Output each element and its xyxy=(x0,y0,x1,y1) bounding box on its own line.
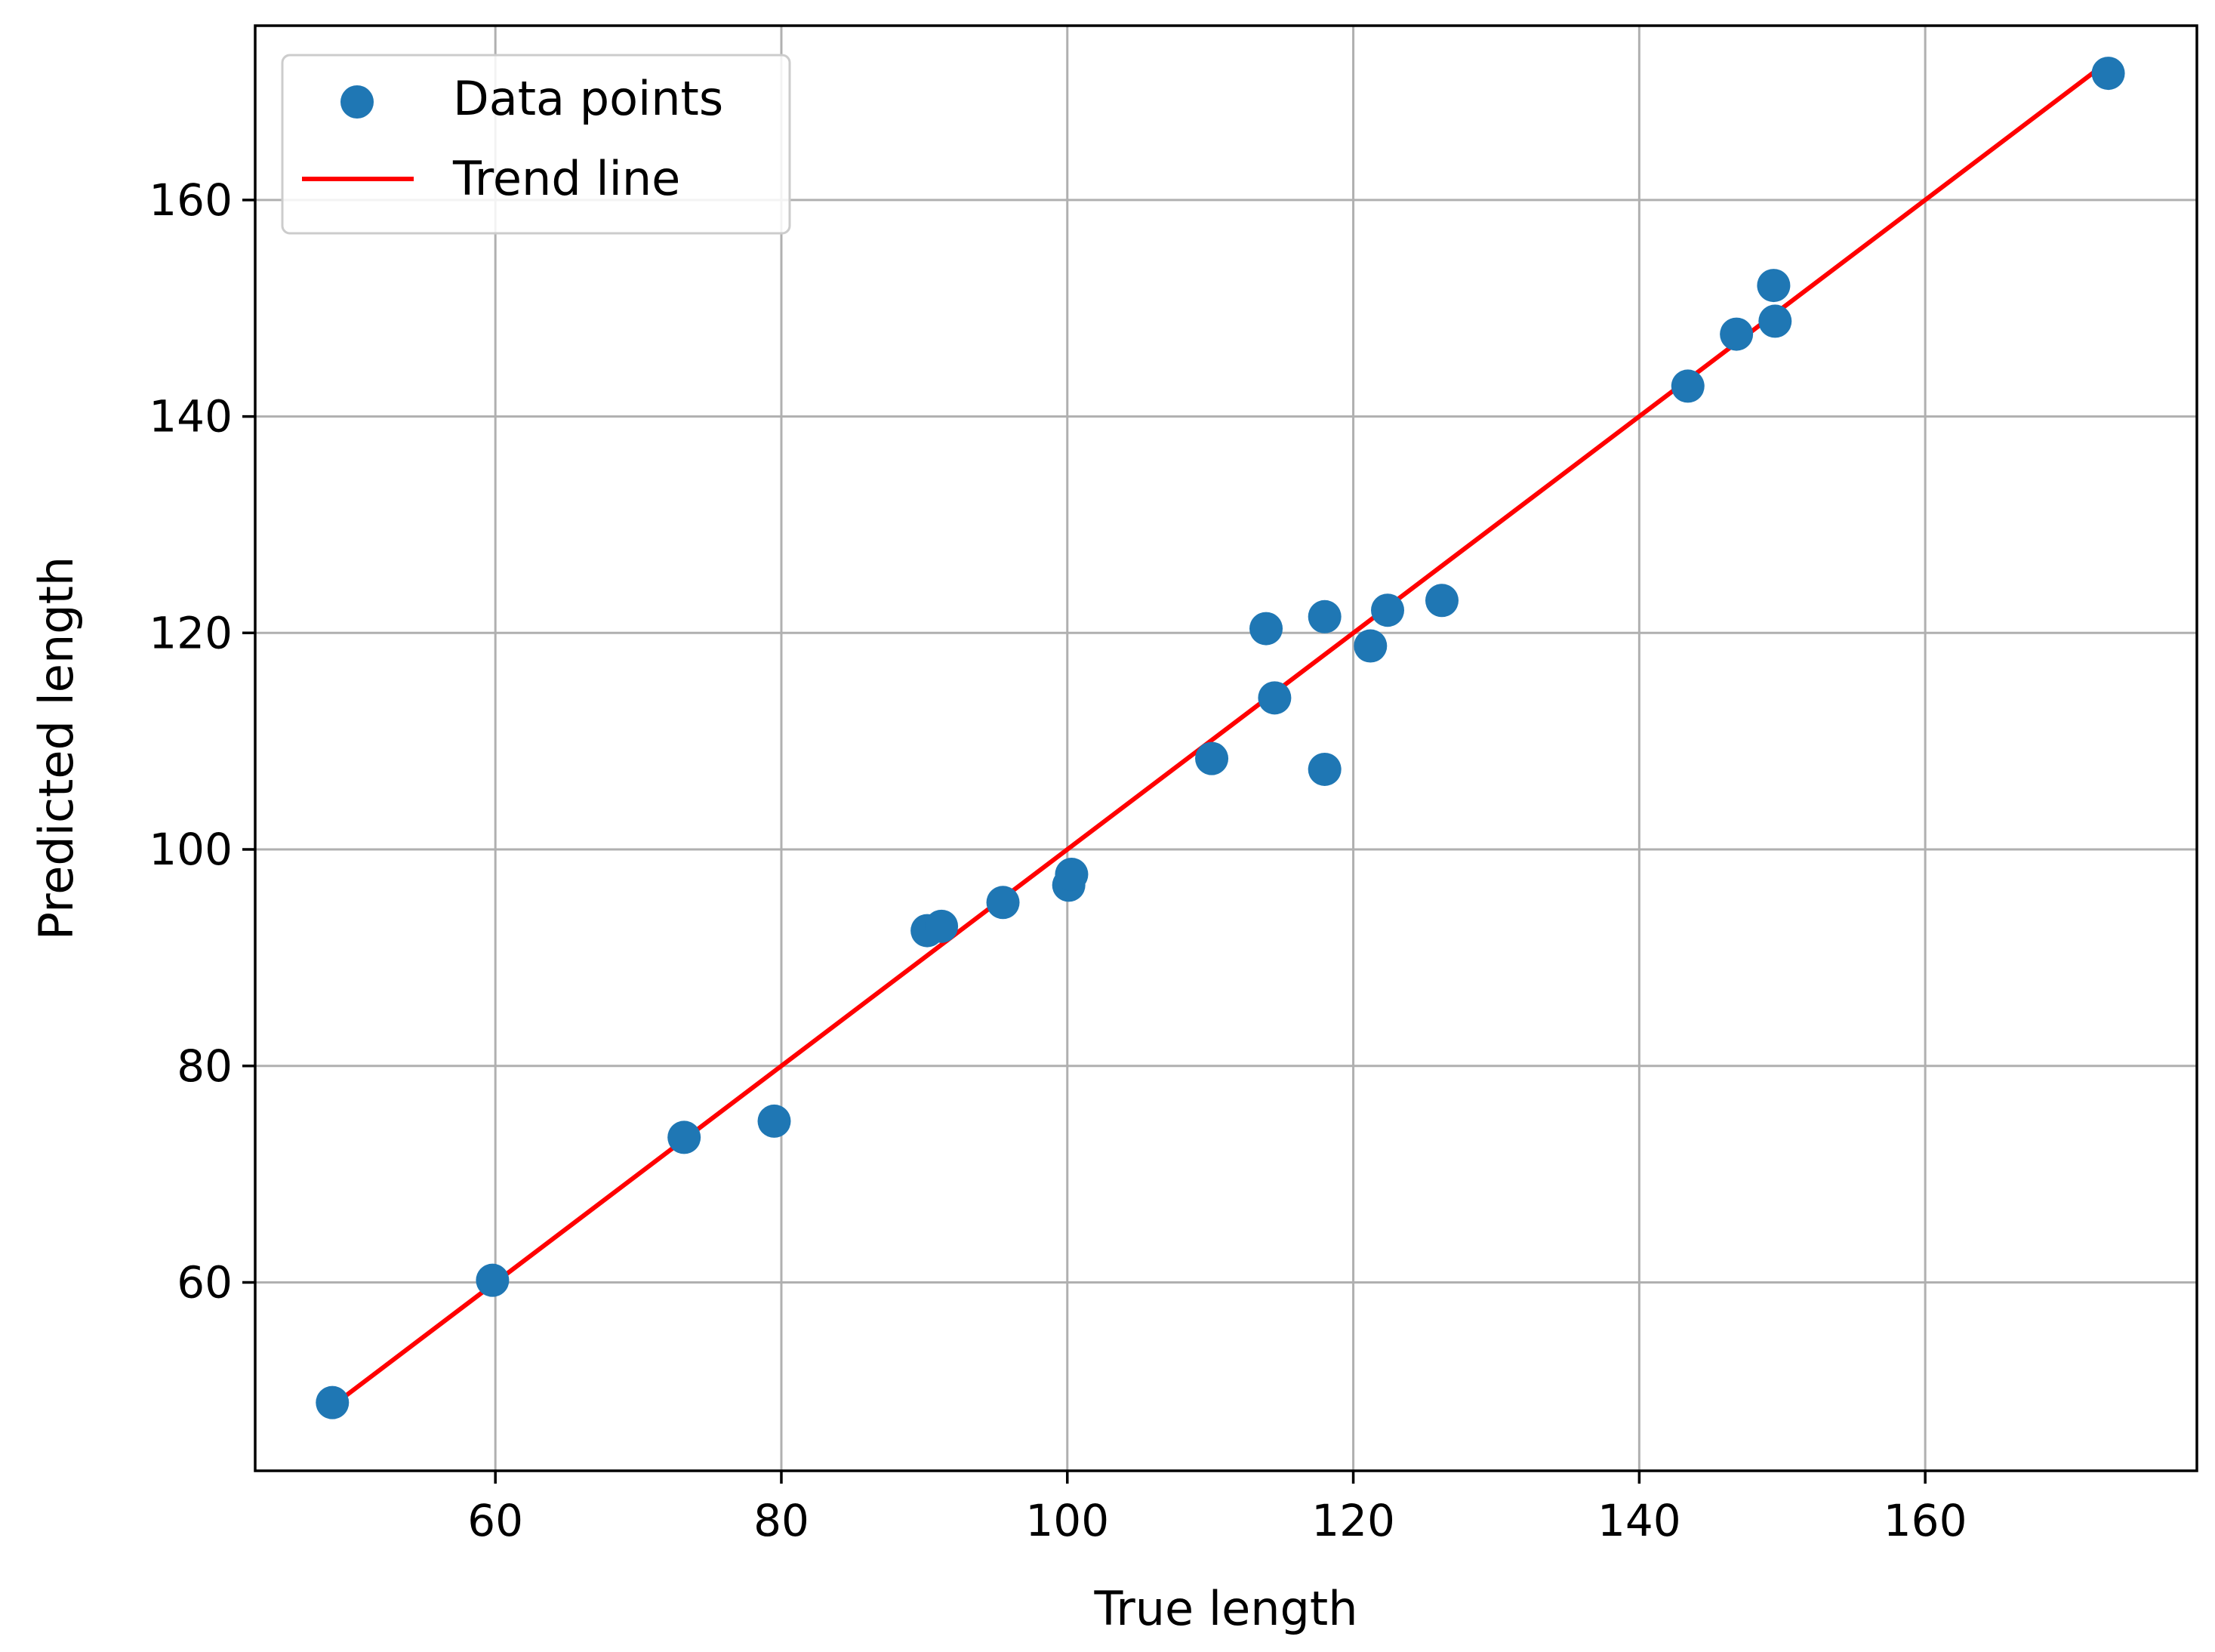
data-point xyxy=(1354,629,1388,663)
data-points-layer xyxy=(316,57,2125,1419)
data-point xyxy=(1258,681,1292,715)
grid-lines xyxy=(255,26,2197,1471)
data-point xyxy=(476,1263,510,1297)
data-point xyxy=(1195,741,1229,775)
trend-line xyxy=(331,59,2110,1408)
data-point xyxy=(1758,304,1792,338)
data-point xyxy=(1055,858,1089,892)
data-point xyxy=(1249,612,1283,646)
legend-box xyxy=(281,54,791,235)
data-point xyxy=(1720,317,1754,351)
data-point xyxy=(316,1385,350,1419)
trend-line-layer xyxy=(331,59,2110,1408)
y-tick-label: 140 xyxy=(149,391,233,442)
x-tick-label: 60 xyxy=(467,1495,523,1546)
x-tick-label: 80 xyxy=(753,1495,809,1546)
data-point xyxy=(1757,269,1791,303)
legend-marker-data-points xyxy=(340,85,374,119)
x-tick-label: 120 xyxy=(1311,1495,1395,1546)
y-tick-label: 120 xyxy=(149,607,233,658)
data-point xyxy=(1308,752,1342,786)
y-tick-label: 100 xyxy=(149,824,233,875)
data-point xyxy=(667,1120,701,1154)
x-axis-ticks: 60 80 100 120 140 160 xyxy=(467,1471,1967,1546)
data-point xyxy=(2091,57,2125,91)
x-tick-label: 160 xyxy=(1884,1495,1967,1546)
x-axis-label: True length xyxy=(1093,1581,1357,1636)
data-point xyxy=(1371,593,1405,627)
plot-frame xyxy=(254,24,2198,1472)
data-point xyxy=(1671,369,1705,403)
data-point xyxy=(986,886,1020,920)
data-point xyxy=(1425,584,1459,618)
y-tick-label: 80 xyxy=(177,1040,233,1092)
data-point xyxy=(757,1104,791,1138)
legend-label-data-points: Data points xyxy=(453,71,723,126)
y-axis-ticks: 60 80 100 120 140 160 xyxy=(149,174,255,1308)
x-tick-label: 140 xyxy=(1597,1495,1681,1546)
data-point xyxy=(925,909,959,943)
y-tick-label: 160 xyxy=(149,174,233,226)
legend-label-trend-line: Trend line xyxy=(452,151,680,206)
legend: Data points Trend line xyxy=(281,54,791,235)
y-tick-label: 60 xyxy=(177,1257,233,1308)
x-tick-label: 100 xyxy=(1025,1495,1109,1546)
y-axis-label: Predicted length xyxy=(29,556,84,940)
data-point xyxy=(1308,599,1342,633)
